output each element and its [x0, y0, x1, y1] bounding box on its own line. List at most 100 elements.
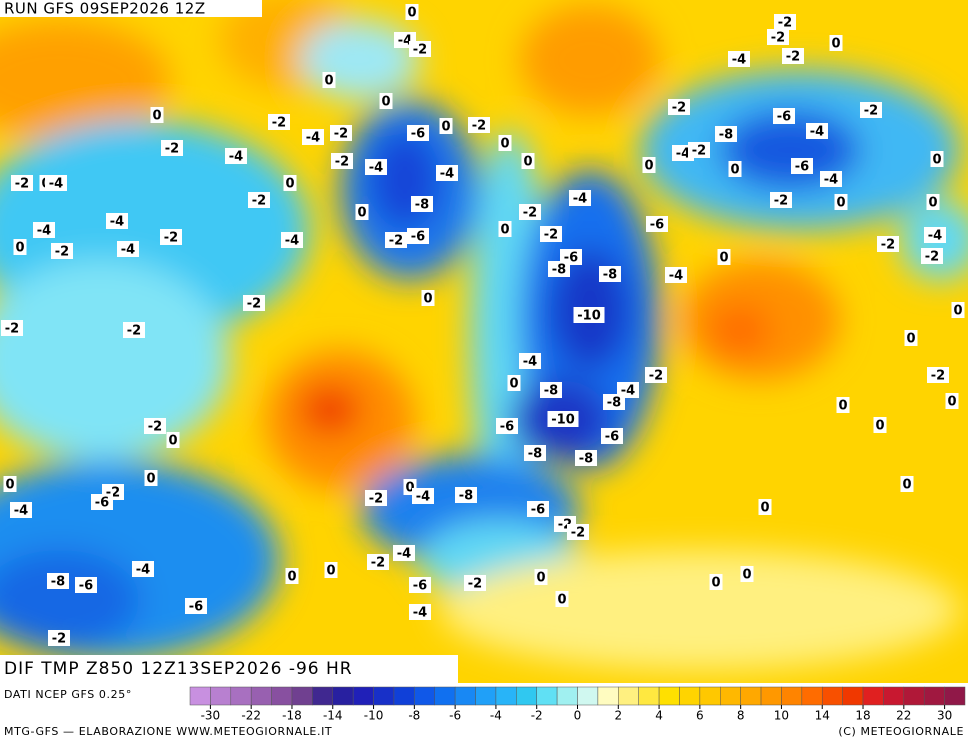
legend-swatch — [720, 686, 741, 706]
contour-label: 0 — [719, 251, 728, 266]
contour-label: 0 — [730, 163, 739, 178]
contour-label: -6 — [795, 160, 809, 175]
contour-label: 0 — [536, 571, 545, 586]
contour-label: -4 — [121, 243, 135, 258]
label-bg — [548, 261, 570, 277]
contour-label: -4 — [416, 490, 430, 505]
contour-label: -2 — [252, 194, 266, 209]
legend-label: 6 — [696, 709, 704, 723]
label-bg — [166, 432, 180, 448]
contour-label: -2 — [15, 177, 29, 192]
legend-label: -2 — [531, 709, 543, 723]
contour-label: -2 — [148, 420, 162, 435]
contour-label: -10 — [577, 309, 601, 324]
contour-label: 0 — [500, 137, 509, 152]
contour-label: 0 — [509, 377, 518, 392]
contour-label: 0 — [711, 576, 720, 591]
label-bg — [385, 232, 407, 248]
legend-swatch — [760, 686, 782, 706]
label-bg — [646, 216, 668, 232]
label-bg — [534, 569, 548, 585]
contour-label: -6 — [189, 600, 203, 615]
legend-swatch — [923, 686, 945, 706]
contour-label: -2 — [272, 116, 286, 131]
data-source: DATI NCEP GFS 0.25° — [4, 688, 132, 701]
contour-label: 0 — [357, 206, 366, 221]
label-bg — [668, 99, 690, 115]
label-bg — [407, 125, 429, 141]
label-bg — [599, 266, 621, 282]
contour-label: -2 — [771, 31, 785, 46]
contour-label: -6 — [531, 503, 545, 518]
contour-label: 0 — [15, 241, 24, 256]
colorbar: -30 -22 -18 -14 -10 -8 -6 -4 -2 0 2 4 6 8 10 14 18 22 30 — [189, 686, 966, 723]
contour-label: -2 — [5, 322, 19, 337]
contour-label: 0 — [287, 570, 296, 585]
label-bg — [1, 320, 23, 336]
contour-label: 0 — [557, 593, 566, 608]
legend-swatch — [454, 686, 476, 706]
contour-label: -4 — [285, 234, 299, 249]
contour-label: 0 — [742, 568, 751, 583]
label-bg — [160, 229, 182, 245]
legend-swatch — [577, 686, 599, 706]
footer-title-box — [0, 655, 458, 683]
contour-label: -2 — [247, 297, 261, 312]
label-bg — [405, 4, 419, 20]
label-bg — [642, 157, 656, 173]
label-bg — [45, 175, 67, 191]
label-bg — [47, 573, 69, 589]
contour-label: 0 — [928, 196, 937, 211]
contour-labels: 0-2-2-4-2 0-4 -200 -2 -20 -2-4 -2 -6 0 -2-6-8 -40-… — [1, 4, 965, 647]
label-bg — [106, 213, 128, 229]
label-bg — [900, 476, 914, 492]
label-bg — [540, 382, 562, 398]
contour-label: 0 — [500, 223, 509, 238]
label-bg — [421, 290, 435, 306]
contour-label: 0 — [441, 120, 450, 135]
legend-label: -10 — [364, 709, 384, 723]
label-bg — [740, 566, 754, 582]
label-bg — [468, 117, 490, 133]
label-bg — [575, 450, 597, 466]
label-bg — [91, 494, 113, 510]
contour-label: 0 — [152, 109, 161, 124]
legend-swatch — [332, 686, 354, 706]
label-bg — [791, 158, 813, 174]
contour-label: -2 — [369, 492, 383, 507]
label-bg — [117, 241, 139, 257]
label-bg — [302, 129, 324, 145]
contour-label: -2 — [571, 526, 585, 541]
legend-swatch — [618, 686, 639, 706]
contour-label: -2 — [52, 632, 66, 647]
contour-label: 0 — [906, 332, 915, 347]
label-bg — [365, 490, 387, 506]
label-bg — [540, 226, 562, 242]
label-bg — [904, 330, 918, 346]
legend-swatch — [862, 686, 884, 706]
contour-label: -8 — [603, 268, 617, 283]
label-bg — [945, 393, 959, 409]
contour-label: -4 — [573, 192, 587, 207]
contour-label: 0 — [285, 177, 294, 192]
label-bg — [547, 411, 579, 427]
label-bg — [436, 165, 458, 181]
label-bg — [13, 239, 27, 255]
legend-swatch — [373, 686, 395, 706]
label-bg — [873, 417, 887, 433]
contour-label: -6 — [777, 110, 791, 125]
contour-label: -6 — [79, 579, 93, 594]
contour-label: -4 — [413, 606, 427, 621]
label-bg — [770, 192, 792, 208]
label-bg — [144, 470, 158, 486]
legend-label: 8 — [737, 709, 745, 723]
legend-swatch — [414, 686, 435, 706]
contour-label: -8 — [719, 128, 733, 143]
contour-label: -8 — [528, 447, 542, 462]
contour-label: -4 — [523, 355, 537, 370]
legend-swatch — [842, 686, 864, 706]
contour-label: -2 — [778, 16, 792, 31]
legend-swatch — [658, 686, 680, 706]
contour-label: -2 — [786, 50, 800, 65]
label-bg — [330, 125, 352, 141]
